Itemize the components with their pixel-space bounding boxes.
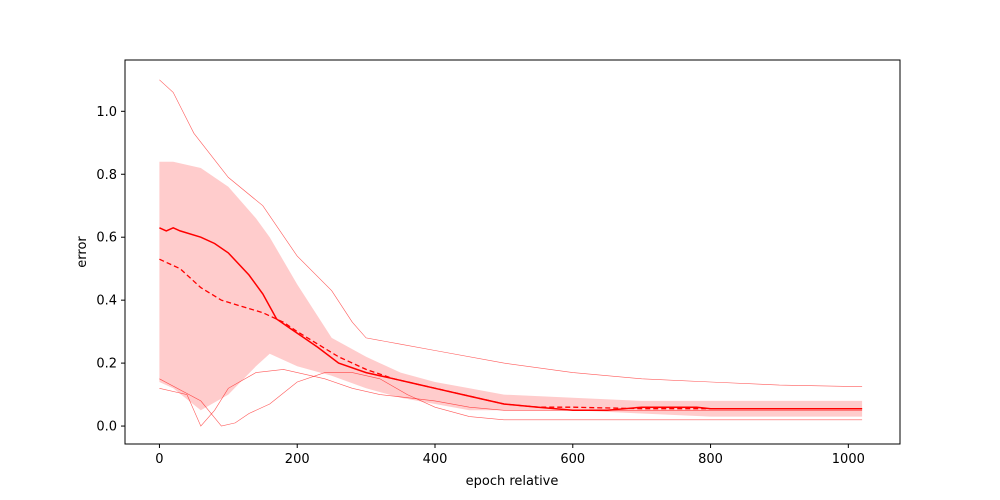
x-tick-label: 200 — [285, 452, 310, 467]
series-line-thin-min-b — [159, 372, 863, 427]
series-layer — [159, 79, 863, 427]
series-line-thin-max — [159, 79, 863, 387]
y-tick-label: 0.8 — [96, 168, 117, 183]
x-tick-label: 400 — [423, 452, 448, 467]
x-tick-label: 0 — [155, 452, 163, 467]
plot-frame — [124, 59, 901, 445]
series-line-dashed — [159, 258, 863, 410]
y-tick-label: 0.2 — [96, 357, 117, 372]
y-tick-label: 1.0 — [96, 105, 117, 120]
y-tick-label: 0.4 — [96, 294, 117, 309]
y-axis-ticks: 0.0 0.2 0.4 0.6 0.8 1.0 — [96, 105, 125, 435]
series-line-solid — [159, 226, 863, 412]
x-tick-label: 600 — [560, 452, 585, 467]
band-layer — [159, 161, 863, 417]
y-tick-label: 0.0 — [96, 420, 117, 435]
x-tick-label: 1000 — [832, 452, 865, 467]
x-axis-ticks: 0 200 400 600 800 1000 — [155, 444, 865, 467]
y-axis-label: error — [75, 236, 90, 268]
x-axis-label: epoch relative — [466, 474, 559, 489]
x-tick-label: 800 — [698, 452, 723, 467]
confidence-band — [159, 161, 863, 417]
series-line-thin-min-a — [159, 369, 863, 427]
y-tick-label: 0.6 — [96, 231, 117, 246]
